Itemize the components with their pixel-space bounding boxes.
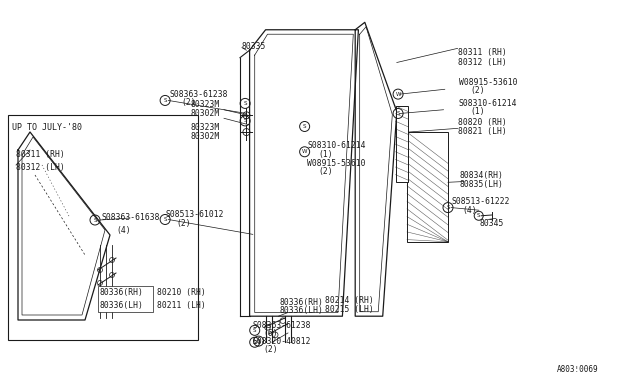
Text: W08915-53610: W08915-53610 [459,78,517,87]
Text: (6): (6) [264,329,278,338]
Text: 80336(RH): 80336(RH) [100,288,144,297]
Text: (1): (1) [470,107,485,116]
Text: S: S [446,205,450,210]
Text: S: S [243,118,247,124]
Text: (2): (2) [264,345,278,354]
Text: S: S [243,101,247,106]
Text: (2): (2) [319,167,333,176]
Text: S: S [253,328,257,333]
Text: UP TO JULY-'80: UP TO JULY-'80 [12,123,82,132]
Text: 80211 (LH): 80211 (LH) [157,301,205,310]
Text: S: S [93,218,97,222]
Text: W08915-53610: W08915-53610 [307,159,365,168]
Text: (1): (1) [319,150,333,158]
Text: 80312 (LH): 80312 (LH) [16,163,65,172]
Text: W: W [302,149,307,154]
Text: 80311 (RH): 80311 (RH) [458,48,506,57]
Text: 80336(LH): 80336(LH) [279,306,323,315]
Text: 80345: 80345 [480,219,504,228]
Text: 80210 (RH): 80210 (RH) [157,288,205,297]
Text: S: S [477,213,481,218]
Text: W: W [396,92,401,97]
Text: S08310-61214: S08310-61214 [307,141,365,150]
Text: 80312 (LH): 80312 (LH) [458,58,506,67]
Text: S08310-61214: S08310-61214 [459,99,517,108]
Text: 80214 (RH): 80214 (RH) [325,296,374,305]
Text: 80835(LH): 80835(LH) [460,180,504,189]
Text: 80336(LH): 80336(LH) [100,301,144,310]
Text: 80820 (RH): 80820 (RH) [458,118,506,127]
Text: 80302M: 80302M [191,109,220,118]
Text: 80302M: 80302M [191,132,220,141]
Text: S08513-61222: S08513-61222 [451,197,509,206]
FancyBboxPatch shape [407,132,448,242]
Text: S08363-61238: S08363-61238 [253,321,311,330]
Text: S08363-61238: S08363-61238 [170,90,228,99]
Text: S08363-61638: S08363-61638 [102,213,161,222]
Text: (4): (4) [463,206,477,215]
Text: 80323M: 80323M [191,100,220,109]
Text: 80335: 80335 [242,42,266,51]
Text: 80834(RH): 80834(RH) [460,171,504,180]
Text: 80821 (LH): 80821 (LH) [458,127,506,136]
Text: 80215 (LH): 80215 (LH) [325,305,374,314]
Text: S: S [163,217,167,222]
Text: 80323M: 80323M [191,123,220,132]
Text: 80311 (RH): 80311 (RH) [16,150,65,159]
Bar [98,286,153,312]
Text: S: S [253,340,257,345]
Text: S: S [303,124,307,129]
Text: (2): (2) [176,219,191,228]
Bar [8,115,198,340]
Text: (4): (4) [116,226,131,235]
Text: S: S [396,111,400,116]
Text: 80336(RH): 80336(RH) [279,298,323,307]
Text: A803¦0069: A803¦0069 [557,365,598,372]
Text: (2): (2) [181,98,196,107]
FancyBboxPatch shape [396,106,408,182]
Text: (2): (2) [470,86,485,95]
Text: S: S [257,339,260,344]
Text: S08513-61012: S08513-61012 [165,210,223,219]
Text: S08320-40812: S08320-40812 [253,337,311,346]
Text: S: S [163,98,167,103]
